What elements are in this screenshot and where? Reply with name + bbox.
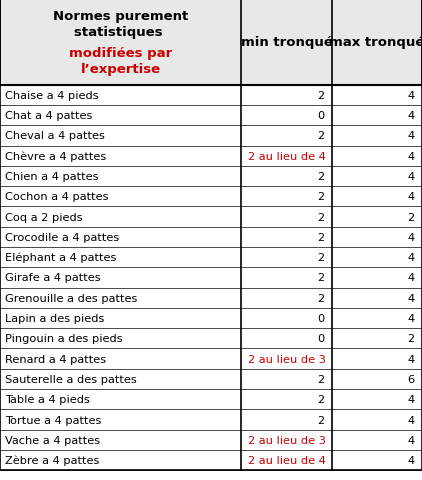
Text: 4: 4 xyxy=(407,131,414,141)
Text: Chèvre a 4 pattes: Chèvre a 4 pattes xyxy=(5,151,106,162)
Text: 4: 4 xyxy=(407,415,414,425)
Text: 4: 4 xyxy=(407,455,414,465)
Text: 2: 2 xyxy=(317,192,324,202)
Text: 4: 4 xyxy=(407,435,414,445)
Text: Eléphant a 4 pattes: Eléphant a 4 pattes xyxy=(5,252,116,263)
Text: Crocodile a 4 pattes: Crocodile a 4 pattes xyxy=(5,232,119,242)
Text: Chat a 4 pattes: Chat a 4 pattes xyxy=(5,111,92,121)
Text: 2: 2 xyxy=(317,172,324,181)
Text: 0: 0 xyxy=(317,334,324,344)
Text: min tronqué: min tronqué xyxy=(241,36,333,49)
Text: Cheval a 4 pattes: Cheval a 4 pattes xyxy=(5,131,105,141)
Text: 2 au lieu de 4: 2 au lieu de 4 xyxy=(248,151,326,161)
Text: 4: 4 xyxy=(407,91,414,100)
Text: 2: 2 xyxy=(317,395,324,404)
Text: 4: 4 xyxy=(407,293,414,303)
Bar xyxy=(0,0,422,85)
Text: 4: 4 xyxy=(407,111,414,121)
Text: 0: 0 xyxy=(317,313,324,324)
Text: Grenouille a des pattes: Grenouille a des pattes xyxy=(5,293,138,303)
Text: Normes purement
statistiques: Normes purement statistiques xyxy=(53,10,188,39)
Text: 4: 4 xyxy=(407,151,414,161)
Text: 2: 2 xyxy=(317,415,324,425)
Text: 4: 4 xyxy=(407,395,414,404)
Text: 2: 2 xyxy=(317,374,324,384)
Text: 4: 4 xyxy=(407,273,414,283)
Text: 2: 2 xyxy=(407,334,414,344)
Text: 4: 4 xyxy=(407,192,414,202)
Text: Girafe a 4 pattes: Girafe a 4 pattes xyxy=(5,273,101,283)
Text: 2 au lieu de 3: 2 au lieu de 3 xyxy=(248,435,326,445)
Text: Vache a 4 pattes: Vache a 4 pattes xyxy=(5,435,100,445)
Text: max tronqué: max tronqué xyxy=(329,36,422,49)
Text: Cochon a 4 pattes: Cochon a 4 pattes xyxy=(5,192,108,202)
Text: 4: 4 xyxy=(407,172,414,181)
Text: 2 au lieu de 3: 2 au lieu de 3 xyxy=(248,354,326,364)
Text: Renard a 4 pattes: Renard a 4 pattes xyxy=(5,354,106,364)
Text: 2: 2 xyxy=(317,252,324,263)
Text: Chaise a 4 pieds: Chaise a 4 pieds xyxy=(5,91,99,100)
Text: Coq a 2 pieds: Coq a 2 pieds xyxy=(5,212,83,222)
Text: 6: 6 xyxy=(407,374,414,384)
Text: modifiées par
l’expertise: modifiées par l’expertise xyxy=(69,47,172,75)
Text: Lapin a des pieds: Lapin a des pieds xyxy=(5,313,104,324)
Text: 2: 2 xyxy=(317,212,324,222)
Text: Tortue a 4 pattes: Tortue a 4 pattes xyxy=(5,415,101,425)
Text: 2: 2 xyxy=(317,293,324,303)
Text: 2: 2 xyxy=(317,232,324,242)
Text: 2: 2 xyxy=(317,131,324,141)
Text: 4: 4 xyxy=(407,354,414,364)
Text: Sauterelle a des pattes: Sauterelle a des pattes xyxy=(5,374,137,384)
Text: 0: 0 xyxy=(317,111,324,121)
Text: 2 au lieu de 4: 2 au lieu de 4 xyxy=(248,455,326,465)
Text: 2: 2 xyxy=(317,273,324,283)
Text: Zèbre a 4 pattes: Zèbre a 4 pattes xyxy=(5,455,100,466)
Text: Table a 4 pieds: Table a 4 pieds xyxy=(5,395,90,404)
Text: Pingouin a des pieds: Pingouin a des pieds xyxy=(5,334,123,344)
Text: 2: 2 xyxy=(317,91,324,100)
Text: 4: 4 xyxy=(407,252,414,263)
Text: Chien a 4 pattes: Chien a 4 pattes xyxy=(5,172,99,181)
Text: 4: 4 xyxy=(407,232,414,242)
Text: 4: 4 xyxy=(407,313,414,324)
Text: 2: 2 xyxy=(407,212,414,222)
